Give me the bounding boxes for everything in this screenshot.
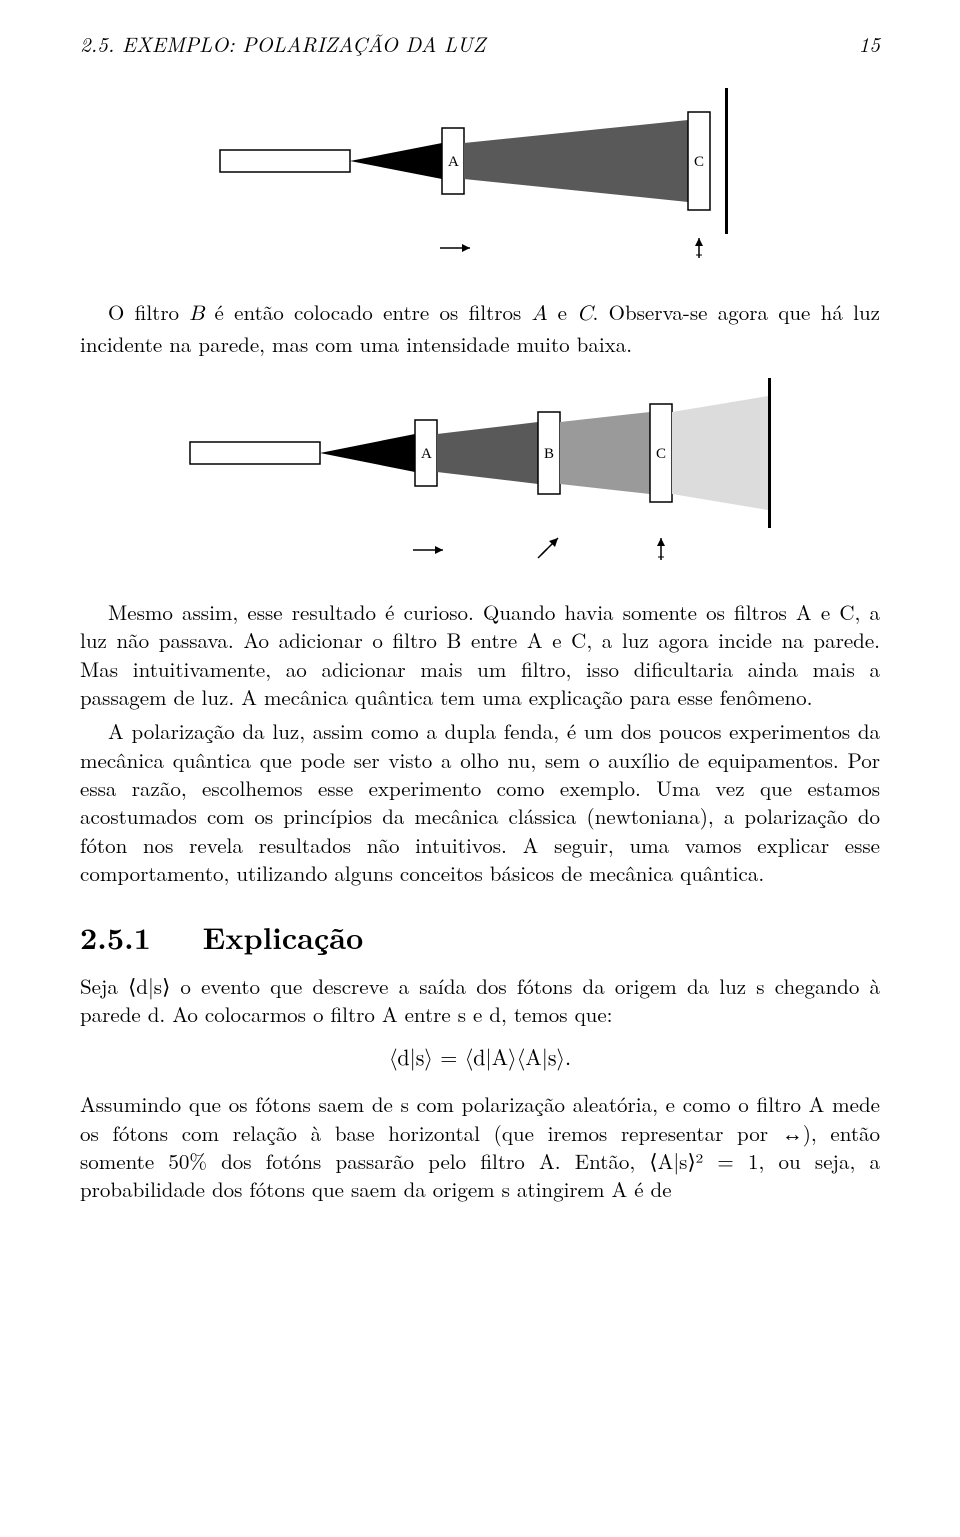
paragraph-3: A polarização da luz, assim como a dupla… (80, 717, 880, 887)
svg-text:B: B (544, 446, 554, 462)
equation-1: ⟨d|s⟩ = ⟨d|A⟩⟨A|s⟩. (80, 1045, 880, 1075)
section-number: 2.5.1 (80, 915, 151, 958)
header-left: 2.5. EXEMPLO: POLARIZAÇÃO DA LUZ (80, 30, 485, 58)
paragraph-1: O filtro B é então colocado entre os fil… (80, 298, 880, 358)
paragraph-5: Assumindo que os fótons saem de s com po… (80, 1090, 880, 1203)
page: 2.5. EXEMPLO: POLARIZAÇÃO DA LUZ 15 AC O… (0, 0, 960, 1537)
running-header: 2.5. EXEMPLO: POLARIZAÇÃO DA LUZ 15 (80, 30, 880, 58)
svg-text:C: C (656, 446, 666, 462)
paragraph-2: Mesmo assim, esse resultado é curioso. Q… (80, 598, 880, 711)
section-title: Explicação (203, 915, 364, 958)
page-number: 15 (859, 30, 880, 58)
var-B: B (189, 304, 204, 325)
var-C: C (577, 304, 592, 325)
subsection-heading: 2.5.1 Explicação (80, 917, 880, 958)
var-A: A (532, 304, 548, 325)
diagram-ac: AC (160, 88, 800, 268)
svg-text:C: C (694, 154, 704, 170)
paragraph-4: Seja ⟨d|s⟩ o evento que descreve a saída… (80, 972, 880, 1029)
figure-polarizers-abc: A B C (80, 378, 880, 568)
svg-text:A: A (448, 154, 459, 170)
diagram-abc: A B C (140, 378, 820, 568)
svg-text:A: A (421, 446, 432, 462)
figure-polarizers-ac: AC (80, 88, 880, 268)
